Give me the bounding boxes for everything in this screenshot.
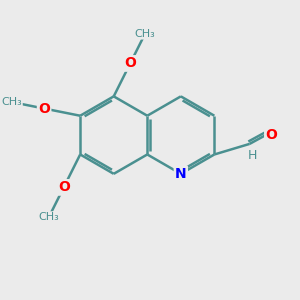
Text: O: O <box>38 101 50 116</box>
Text: O: O <box>266 128 277 142</box>
Text: N: N <box>175 167 187 181</box>
Text: H: H <box>248 149 257 162</box>
Text: O: O <box>124 56 136 70</box>
Text: CH₃: CH₃ <box>39 212 59 222</box>
Text: CH₃: CH₃ <box>134 29 155 39</box>
Text: CH₃: CH₃ <box>2 97 22 107</box>
Text: O: O <box>58 180 70 194</box>
